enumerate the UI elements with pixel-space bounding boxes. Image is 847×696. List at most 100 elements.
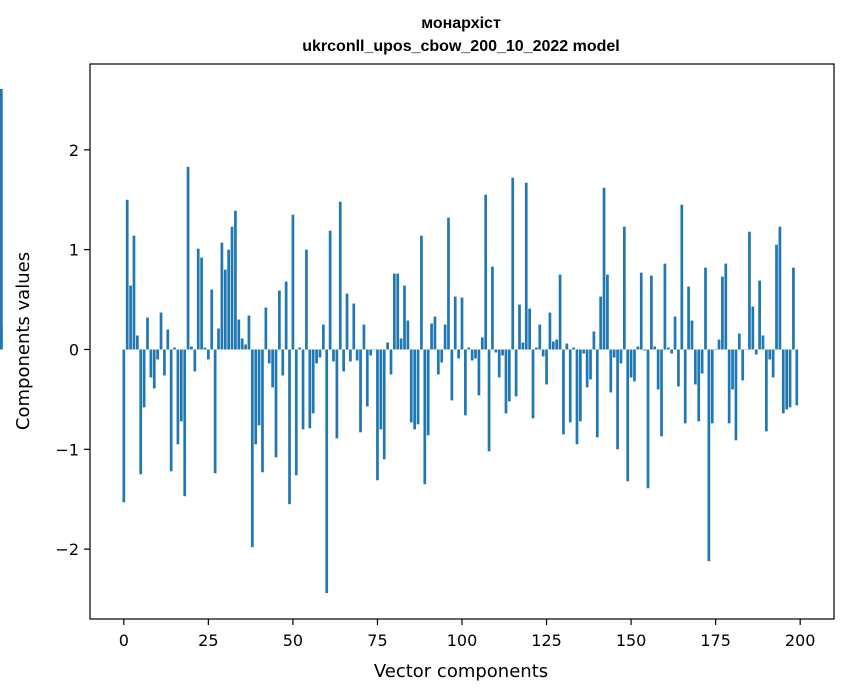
bar-23 xyxy=(200,257,203,350)
bar-133 xyxy=(572,347,575,350)
bar-29 xyxy=(220,242,224,350)
bar-8 xyxy=(149,349,153,378)
y-tick-label--1: −1 xyxy=(55,440,79,459)
bar-34 xyxy=(237,319,241,350)
bar-195 xyxy=(781,349,785,414)
bar-56 xyxy=(311,349,315,414)
bar-178 xyxy=(724,263,728,350)
bar-35 xyxy=(240,338,244,350)
bar-199 xyxy=(795,349,799,406)
bar-196 xyxy=(785,349,789,410)
bar-65 xyxy=(342,349,345,372)
bar-71 xyxy=(362,324,366,350)
bar-1 xyxy=(125,199,129,350)
bar-120 xyxy=(528,308,531,350)
bar-153 xyxy=(639,272,643,350)
bar-66 xyxy=(345,293,349,350)
bar-171 xyxy=(700,349,704,374)
x-tick-label-200: 200 xyxy=(785,631,816,650)
bar-89 xyxy=(423,349,427,485)
bar-undefined xyxy=(0,325,3,350)
bar-48 xyxy=(284,281,288,350)
bar-85 xyxy=(409,349,413,423)
bar-152 xyxy=(636,346,640,350)
bar-39 xyxy=(254,349,258,445)
bar-37 xyxy=(247,315,251,350)
bar-72 xyxy=(365,349,369,407)
bar-183 xyxy=(741,349,745,381)
bar-7 xyxy=(146,317,149,350)
bar-142 xyxy=(602,187,606,350)
bar-129 xyxy=(558,274,562,350)
bar-59 xyxy=(321,324,325,350)
bar-24 xyxy=(203,347,207,350)
bar-198 xyxy=(792,267,795,350)
bar-11 xyxy=(159,312,163,350)
bar-60 xyxy=(325,349,329,594)
bar-77 xyxy=(382,349,386,460)
bar-143 xyxy=(606,274,609,350)
bar-113 xyxy=(504,349,508,414)
bar-180 xyxy=(731,349,734,390)
bar-93 xyxy=(436,349,440,375)
bar-45 xyxy=(274,349,278,458)
bar-64 xyxy=(338,201,342,350)
x-axis-ticks: 0 25 50 75 100 125 150 175 200 xyxy=(119,619,816,650)
x-tick-label-50: 50 xyxy=(283,631,303,650)
bar-27 xyxy=(213,349,217,474)
bar-83 xyxy=(403,285,406,350)
bar-139 xyxy=(592,331,596,350)
bar-104 xyxy=(474,349,477,359)
bar-151 xyxy=(633,349,636,382)
bar-63 xyxy=(335,349,339,439)
bar-17 xyxy=(179,349,183,422)
x-tick-label-125: 125 xyxy=(531,631,562,650)
bar-42 xyxy=(264,307,268,350)
y-tick-label-0: 0 xyxy=(69,340,79,359)
bar-87 xyxy=(416,349,420,425)
bar-121 xyxy=(531,349,535,419)
bar-61 xyxy=(328,230,332,350)
bar-137 xyxy=(585,349,589,388)
bar-13 xyxy=(166,329,170,350)
bar-54 xyxy=(305,249,308,350)
bar-0 xyxy=(122,349,126,503)
bar-148 xyxy=(622,226,626,350)
bar-95 xyxy=(443,324,447,350)
bar-159 xyxy=(660,349,663,437)
bar-76 xyxy=(379,349,383,430)
bar-145 xyxy=(612,349,616,358)
x-tick-label-175: 175 xyxy=(700,631,731,650)
bar-36 xyxy=(244,344,247,350)
bar-58 xyxy=(318,349,322,358)
bar-69 xyxy=(355,349,359,361)
bar-105 xyxy=(477,349,481,396)
bar-170 xyxy=(697,349,701,422)
bar-70 xyxy=(359,349,362,433)
bar-47 xyxy=(281,349,285,376)
bar-194 xyxy=(778,226,782,350)
y-axis-label: Components values xyxy=(13,252,34,430)
bar-44 xyxy=(271,349,274,388)
bar-182 xyxy=(737,333,741,350)
y-axis-ticks: −2 −1 0 1 2 xyxy=(55,141,90,559)
bar-90 xyxy=(426,349,430,436)
bar-157 xyxy=(653,346,657,350)
bar-22 xyxy=(196,248,200,350)
x-tick-label-150: 150 xyxy=(616,631,647,650)
bar-131 xyxy=(565,343,569,350)
bar-125 xyxy=(545,349,548,385)
bar-166 xyxy=(683,349,687,424)
bar-164 xyxy=(677,349,680,387)
bar-109 xyxy=(491,266,494,350)
bar-41 xyxy=(261,349,264,473)
bar-168 xyxy=(690,320,694,350)
bar-14 xyxy=(169,349,173,472)
bar-173 xyxy=(707,349,711,562)
bar-156 xyxy=(650,275,653,350)
bar-134 xyxy=(575,349,579,445)
y-tick-label--2: −2 xyxy=(55,540,79,559)
bar-169 xyxy=(693,349,697,385)
bar-167 xyxy=(687,286,690,350)
bar-110 xyxy=(494,349,498,353)
